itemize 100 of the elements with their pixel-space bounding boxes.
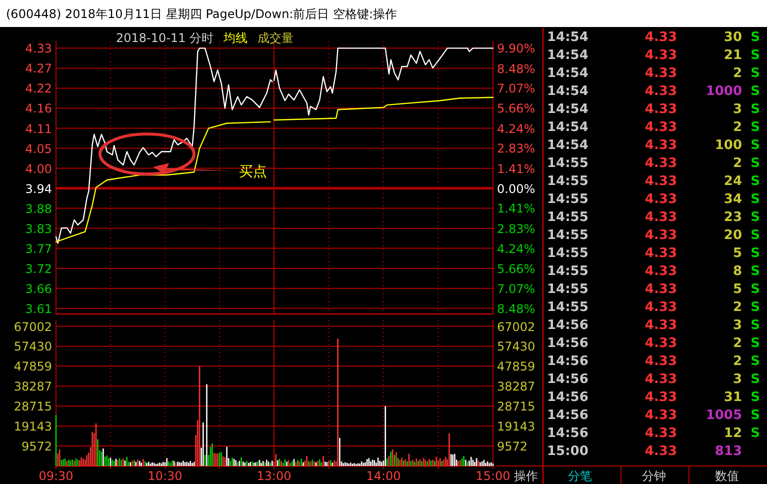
data-label: 4.33: [644, 300, 677, 315]
text: S: [750, 120, 760, 135]
y-tick-label: 3.72: [25, 262, 52, 276]
y2-tick-label: 19143: [497, 420, 536, 434]
y2-tick-label: 5.66%: [497, 262, 536, 276]
chart-subtitle: 2018-10-11 分时: [116, 31, 214, 45]
y2-tick-label: 38287: [497, 380, 536, 394]
data-label: 4.33: [644, 282, 677, 297]
category-label: 15:00: [547, 444, 588, 459]
text: S: [750, 408, 760, 423]
category-label: 14:55: [547, 156, 588, 171]
category-label: 14:55: [547, 282, 588, 297]
data-label: 1000: [706, 84, 742, 99]
data-label: 4.33: [644, 372, 677, 387]
data-label: 100: [714, 138, 742, 153]
y-tick-label: 38287: [14, 380, 52, 394]
text: 均线: [222, 31, 248, 45]
y2-tick-label: 0.00%: [497, 182, 536, 196]
y-tick-label: 3.88: [25, 202, 52, 216]
x-tick-label: 15:00: [476, 469, 510, 483]
category-label: 14:55: [547, 228, 588, 243]
x-tick-label: 14:00: [366, 469, 401, 483]
data-label: 5: [732, 246, 742, 261]
chart-title: (600448) 2018年10月11日 星期四 PageUp/Down:前后日 空格键:操作: [6, 7, 398, 21]
data-label: 5: [732, 282, 742, 297]
category-label: 14:54: [547, 30, 588, 45]
data-label: 2: [732, 300, 742, 315]
text: S: [750, 336, 760, 351]
y2-tick-label: 2.83%: [497, 142, 536, 156]
line-series: [55, 121, 271, 242]
data-label: 4.33: [644, 246, 677, 261]
text: S: [750, 30, 760, 45]
y-tick-label: 28715: [14, 400, 52, 414]
data-label: 2: [732, 156, 742, 171]
annotation: 买点: [239, 164, 267, 180]
y2-tick-label: 2.83%: [497, 222, 536, 236]
data-label: 4.33: [644, 264, 677, 279]
category-label: 14:56: [547, 390, 588, 405]
data-label: 34: [724, 192, 742, 207]
category-label: 14:54: [547, 138, 588, 153]
data-label: 3: [732, 102, 742, 117]
y-tick-label: 4.11: [25, 122, 52, 136]
data-label: 4.33: [644, 30, 677, 45]
category-label: 14:55: [547, 300, 588, 315]
data-label: 2: [732, 354, 742, 369]
category-label: 14:55: [547, 192, 588, 207]
y2-tick-label: 7.07%: [497, 282, 536, 296]
y2-tick-label: 67002: [497, 320, 536, 334]
y2-tick-label: 1.41%: [497, 202, 536, 216]
y-tick-label: 3.83: [25, 222, 52, 236]
category-label: 14:55: [547, 174, 588, 189]
text: S: [750, 102, 760, 117]
data-label: 4.33: [644, 174, 677, 189]
y-tick-label: 67002: [14, 320, 52, 334]
y-tick-label: 3.94: [25, 182, 52, 196]
text: S: [750, 264, 760, 279]
text: S: [750, 300, 760, 315]
text: S: [750, 372, 760, 387]
data-label: 4.33: [644, 390, 677, 405]
text: 分钟: [642, 469, 666, 483]
data-label: 20: [724, 228, 742, 243]
y2-tick-label: 28715: [497, 400, 536, 414]
data-label: 813: [714, 444, 742, 459]
text: S: [750, 138, 760, 153]
data-label: 4.33: [644, 426, 677, 441]
y-tick-label: 4.27: [25, 62, 52, 76]
data-label: 4.33: [644, 354, 677, 369]
y2-tick-label: 7.07%: [497, 82, 536, 96]
text: S: [750, 228, 760, 243]
text: 数值: [715, 469, 739, 483]
data-label: 1005: [706, 408, 742, 423]
y2-tick-label: 4.24%: [497, 122, 536, 136]
y2-tick-label: 5.66%: [497, 102, 536, 116]
y2-tick-label: 8.48%: [497, 62, 536, 76]
data-label: 2: [732, 66, 742, 81]
text: 操作: [514, 469, 538, 483]
y2-tick-label: 9.90%: [497, 42, 536, 56]
data-label: 4.33: [644, 120, 677, 135]
category-label: 14:54: [547, 48, 588, 63]
data-label: 4.33: [644, 318, 677, 333]
data-label: 2: [732, 120, 742, 135]
data-label: 23: [724, 210, 742, 225]
y-tick-label: 4.16: [25, 102, 52, 116]
data-label: 4.33: [644, 138, 677, 153]
data-label: 30: [724, 30, 742, 45]
y-tick-label: 19143: [14, 420, 52, 434]
y2-tick-label: 9572: [497, 440, 528, 454]
text: S: [750, 192, 760, 207]
y-tick-label: 3.77: [25, 242, 52, 256]
chart-title: 成交量: [258, 31, 294, 45]
data-label: 3: [732, 318, 742, 333]
y-tick-label: 4.00: [25, 162, 52, 176]
category-label: 14:56: [547, 426, 588, 441]
category-label: 14:55: [547, 264, 588, 279]
category-label: 14:55: [547, 210, 588, 225]
data-label: 4.33: [644, 102, 677, 117]
text: 分笔: [568, 469, 592, 483]
category-label: 14:55: [547, 246, 588, 261]
text: S: [750, 282, 760, 297]
data-label: 4.33: [644, 192, 677, 207]
